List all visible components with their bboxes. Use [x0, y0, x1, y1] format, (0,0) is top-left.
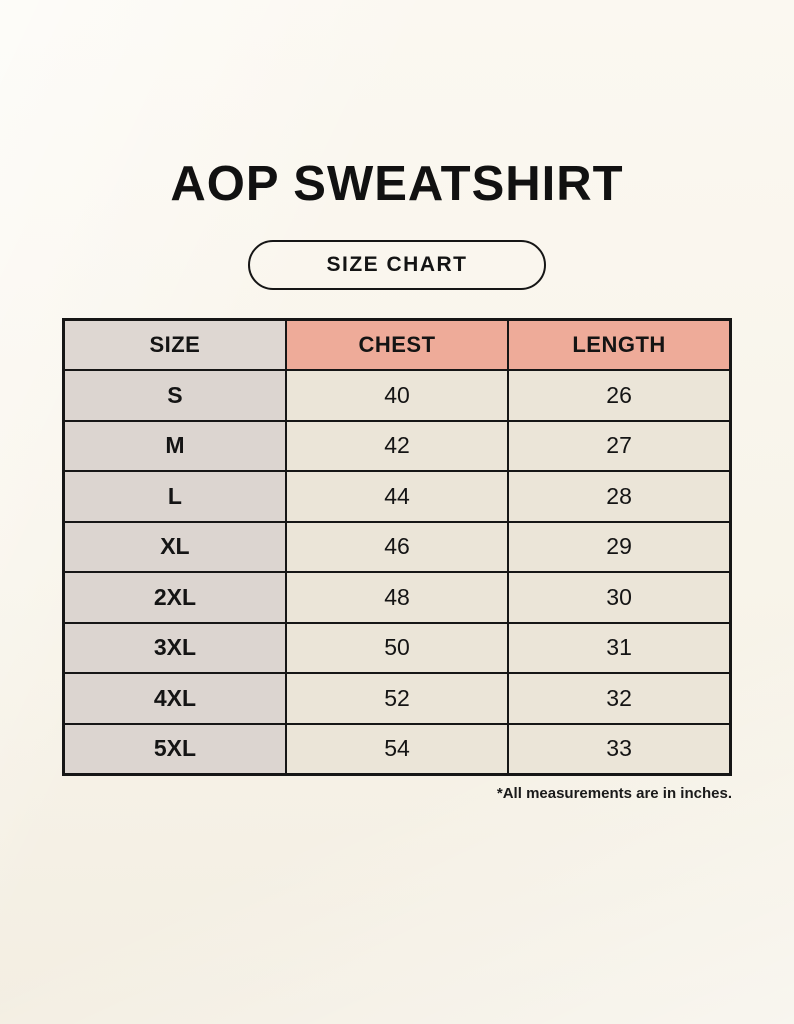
- length-value: 27: [507, 419, 732, 472]
- length-value: 32: [507, 672, 732, 725]
- chest-value: 44: [284, 470, 510, 523]
- table-row: 2XL 48 30: [62, 571, 732, 624]
- size-label: 4XL: [62, 672, 287, 725]
- table-row: L 44 28: [62, 470, 732, 523]
- size-label: 2XL: [62, 571, 287, 624]
- chest-value: 50: [284, 621, 510, 674]
- column-header-size: SIZE: [62, 318, 287, 371]
- chest-value: 54: [284, 722, 510, 775]
- table-row: 4XL 52 32: [62, 672, 732, 725]
- chest-value: 48: [284, 571, 510, 624]
- size-table-container: SIZE CHEST LENGTH S 40 26 M 42 27 L: [62, 318, 732, 776]
- column-header-length: LENGTH: [507, 318, 732, 371]
- size-chart-badge-label: SIZE CHART: [326, 253, 468, 276]
- column-header-chest: CHEST: [284, 318, 510, 371]
- length-value: 28: [507, 470, 732, 523]
- chest-value: 40: [284, 369, 510, 422]
- length-value: 31: [507, 621, 732, 674]
- table-row: 3XL 50 31: [62, 621, 732, 674]
- length-value: 30: [507, 571, 732, 624]
- length-value: 26: [507, 369, 732, 422]
- table-header-row: SIZE CHEST LENGTH: [62, 318, 732, 371]
- chest-value: 46: [284, 520, 510, 573]
- length-value: 29: [507, 520, 732, 573]
- measurements-footnote: *All measurements are in inches.: [496, 784, 732, 802]
- size-label: 5XL: [62, 722, 287, 775]
- size-chart-badge: SIZE CHART: [248, 240, 546, 290]
- chest-value: 42: [284, 419, 510, 472]
- table-row: M 42 27: [62, 419, 732, 472]
- table-row: 5XL 54 33: [62, 722, 732, 775]
- table-row: XL 46 29: [62, 520, 732, 573]
- length-value: 33: [507, 722, 732, 775]
- chest-value: 52: [284, 672, 510, 725]
- size-table: SIZE CHEST LENGTH S 40 26 M 42 27 L: [62, 318, 732, 776]
- table-row: S 40 26: [62, 369, 732, 422]
- size-label: 3XL: [62, 621, 287, 674]
- page-title: AOP SWEATSHIRT: [170, 157, 624, 211]
- size-label: XL: [62, 520, 287, 573]
- size-label: L: [62, 470, 287, 523]
- size-label: S: [62, 369, 287, 422]
- size-label: M: [62, 419, 287, 472]
